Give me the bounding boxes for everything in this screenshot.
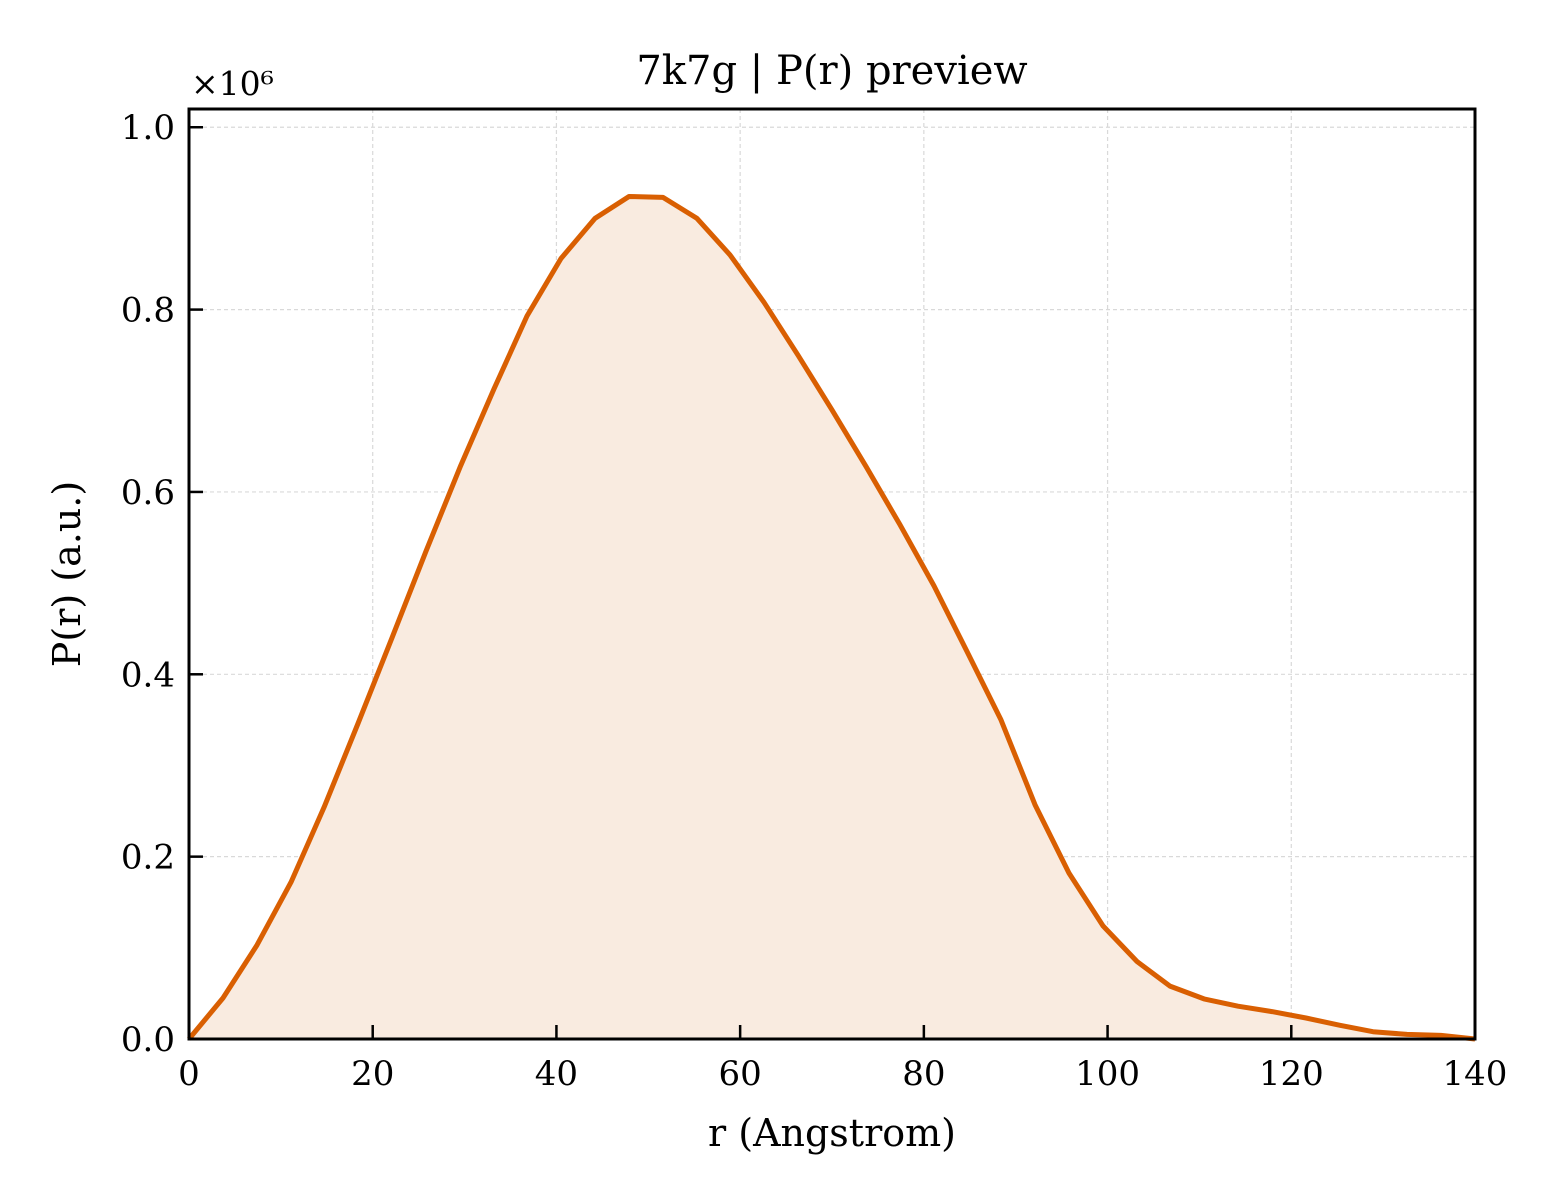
y-tick-label: 1.0 [121,108,175,148]
x-tick-label: 80 [902,1054,945,1094]
x-tick-label: 20 [351,1054,394,1094]
y-tick-label: 0.2 [121,838,175,878]
series-line [187,194,1476,1042]
plot-frame [187,107,1477,1041]
area-fill [189,196,1475,1039]
x-tick-label: 60 [719,1054,762,1094]
y-multiplier-label: ×10⁶ [191,64,274,103]
y-tick-label: 0.6 [121,473,175,513]
plot-area [187,194,1476,1042]
axis-ticks: 0 20 40 60 80 100 120 140 0.0 0.2 0.4 0.6 0.8 1.0 [121,108,1508,1094]
x-tick-label: 120 [1259,1054,1324,1094]
x-tick-label: 100 [1075,1054,1140,1094]
x-tick-label: 0 [178,1054,200,1094]
y-tick-label: 0.0 [121,1020,175,1060]
y-tick-label: 0.8 [121,291,175,331]
y-tick-label: 0.4 [121,655,175,695]
x-tick-label: 40 [535,1054,578,1094]
chart-title: 7k7g | P(r) preview [636,48,1027,94]
x-tick-label: 140 [1443,1054,1508,1094]
y-axis-label: P(r) (a.u.) [45,481,89,667]
x-axis-label: r (Angstrom) [708,1111,956,1155]
